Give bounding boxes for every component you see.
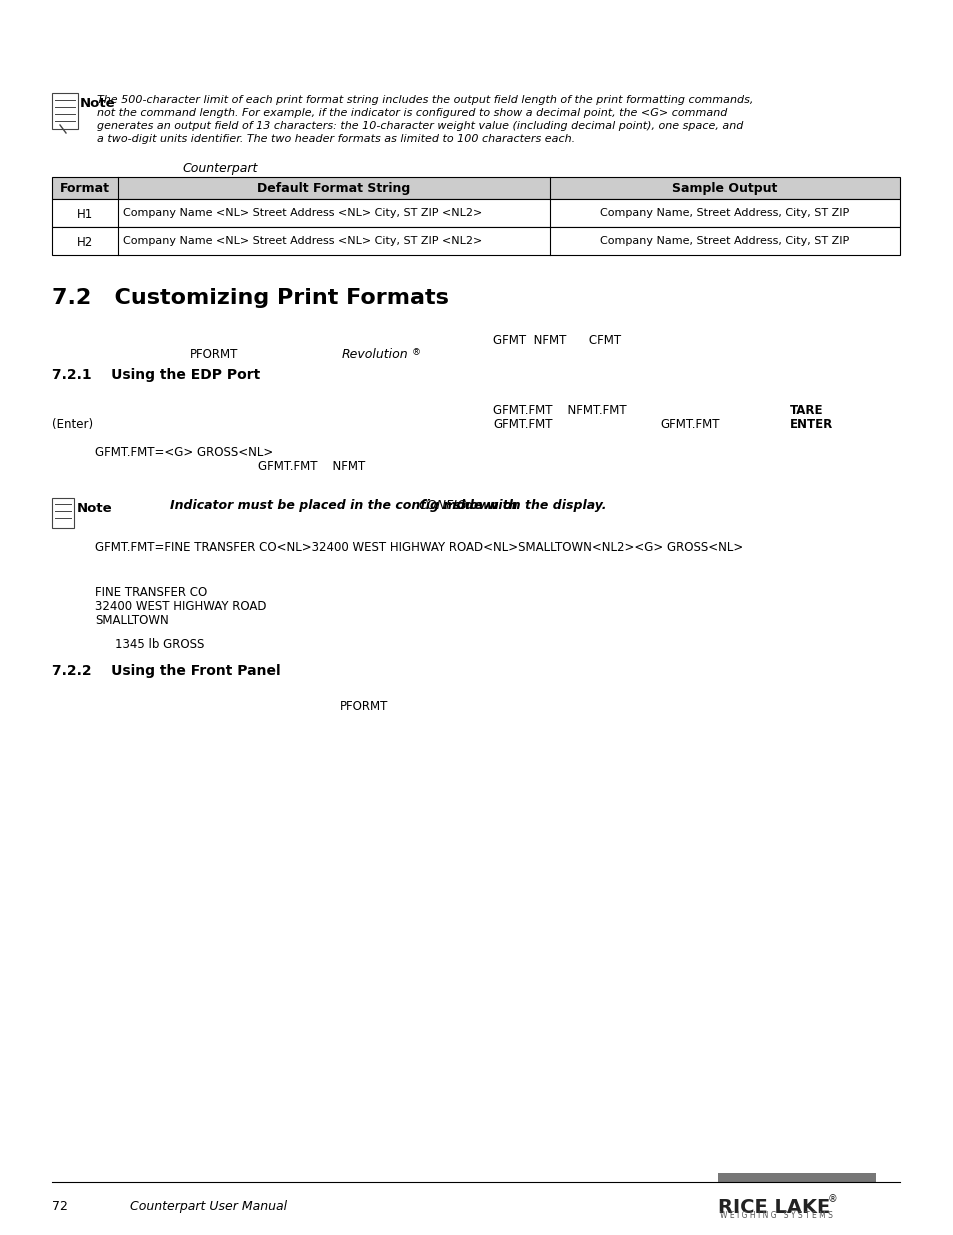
Text: ®: ®: [827, 1194, 837, 1204]
Text: Note: Note: [80, 98, 115, 110]
Bar: [718, 1173, 875, 1182]
Text: SMALLTOWN: SMALLTOWN: [95, 614, 169, 627]
Bar: [52, 227, 899, 254]
Text: CONFIG: CONFIG: [418, 499, 467, 513]
Text: a two-digit units identifier. The two header formats as limited to 100 character: a two-digit units identifier. The two he…: [97, 135, 575, 144]
Text: GFMT.FMT: GFMT.FMT: [493, 417, 552, 431]
Text: PFORMT: PFORMT: [339, 700, 388, 713]
Text: GFMT.FMT=FINE TRANSFER CO<NL>32400 WEST HIGHWAY ROAD<NL>SMALLTOWN<NL2><G> GROSS<: GFMT.FMT=FINE TRANSFER CO<NL>32400 WEST …: [95, 541, 742, 555]
Text: 7.2   Customizing Print Formats: 7.2 Customizing Print Formats: [52, 288, 449, 308]
Bar: [52, 177, 899, 199]
Text: GFMT.FMT=<G> GROSS<NL>: GFMT.FMT=<G> GROSS<NL>: [95, 446, 273, 459]
Text: 32400 WEST HIGHWAY ROAD: 32400 WEST HIGHWAY ROAD: [95, 600, 266, 613]
Text: GFMT.FMT    NFMT: GFMT.FMT NFMT: [257, 459, 365, 473]
Text: Company Name <NL> Street Address <NL> City, ST ZIP <NL2>: Company Name <NL> Street Address <NL> Ci…: [123, 236, 482, 246]
Text: Company Name <NL> Street Address <NL> City, ST ZIP <NL2>: Company Name <NL> Street Address <NL> Ci…: [123, 207, 482, 219]
Text: 7.2.2    Using the Front Panel: 7.2.2 Using the Front Panel: [52, 664, 280, 678]
Text: FINE TRANSFER CO: FINE TRANSFER CO: [95, 585, 207, 599]
Text: Default Format String: Default Format String: [257, 182, 410, 195]
Text: ®: ®: [412, 348, 420, 357]
Text: W E I G H I N G   S Y S T E M S: W E I G H I N G S Y S T E M S: [720, 1212, 832, 1220]
Text: Indicator must be placed in the config mode with: Indicator must be placed in the config m…: [170, 499, 521, 513]
Text: ENTER: ENTER: [789, 417, 832, 431]
Text: generates an output field of 13 characters: the 10-character weight value (inclu: generates an output field of 13 characte…: [97, 121, 742, 131]
Text: Company Name, Street Address, City, ST ZIP: Company Name, Street Address, City, ST Z…: [599, 236, 849, 246]
Text: 1345 lb GROSS: 1345 lb GROSS: [115, 638, 204, 651]
Text: not the command length. For example, if the indicator is configured to show a de: not the command length. For example, if …: [97, 107, 726, 119]
Text: RICE LAKE: RICE LAKE: [718, 1198, 829, 1216]
Text: shown on the display.: shown on the display.: [449, 499, 606, 513]
Text: GFMT  NFMT      CFMT: GFMT NFMT CFMT: [493, 333, 620, 347]
Text: Format: Format: [60, 182, 110, 195]
Bar: [52, 93, 78, 128]
Text: The 500-character limit of each print format string includes the output field le: The 500-character limit of each print fo…: [97, 95, 753, 105]
Text: GFMT.FMT: GFMT.FMT: [659, 417, 719, 431]
Text: Counterpart: Counterpart: [182, 162, 257, 175]
Text: GFMT.FMT    NFMT.FMT: GFMT.FMT NFMT.FMT: [493, 404, 626, 417]
Bar: [52, 199, 899, 227]
Text: Revolution: Revolution: [341, 348, 408, 361]
Text: PFORMT: PFORMT: [190, 348, 238, 361]
Text: H1: H1: [77, 207, 93, 221]
Text: TARE: TARE: [789, 404, 822, 417]
Text: 72: 72: [52, 1200, 68, 1213]
Text: 7.2.1    Using the EDP Port: 7.2.1 Using the EDP Port: [52, 368, 260, 382]
Text: Sample Output: Sample Output: [672, 182, 777, 195]
Text: Note: Note: [77, 501, 112, 515]
Bar: [52, 498, 74, 529]
Text: Company Name, Street Address, City, ST ZIP: Company Name, Street Address, City, ST Z…: [599, 207, 849, 219]
Text: H2: H2: [77, 236, 93, 249]
Text: (Enter): (Enter): [52, 417, 93, 431]
Text: Counterpart User Manual: Counterpart User Manual: [130, 1200, 287, 1213]
